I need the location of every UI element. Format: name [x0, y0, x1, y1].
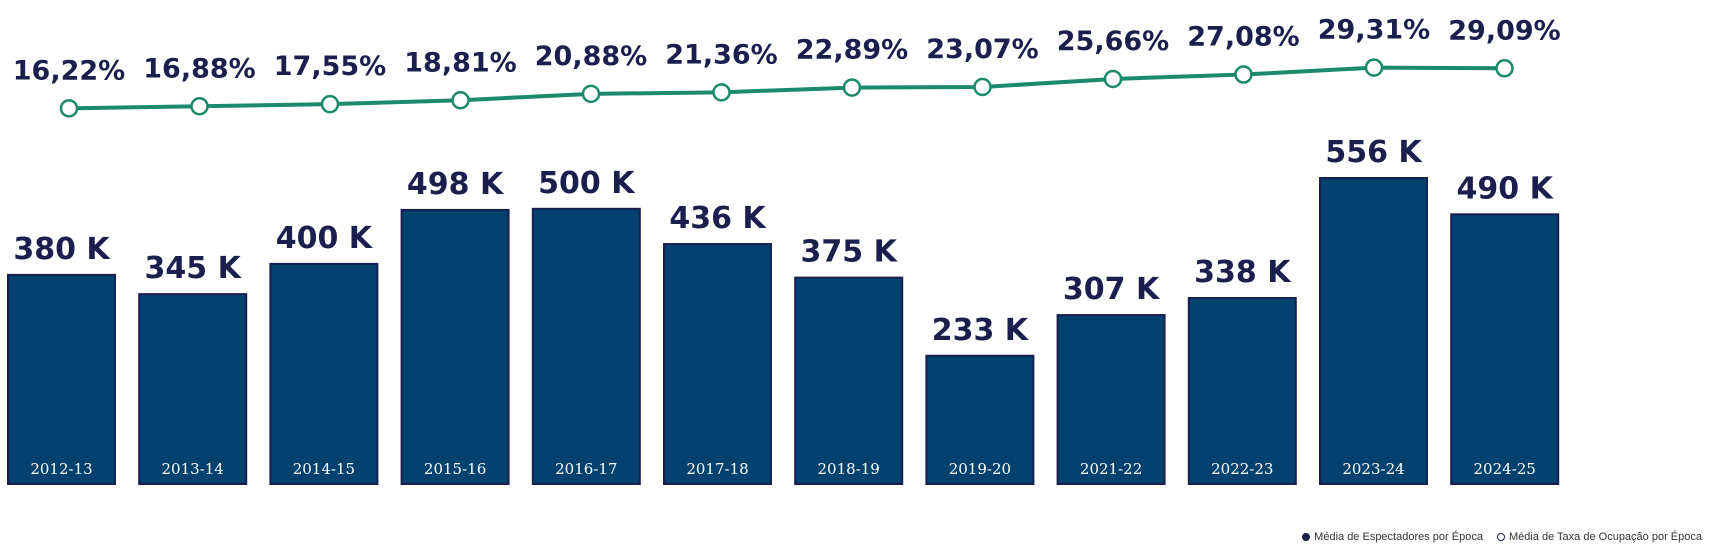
bar-2019-20 — [925, 354, 1035, 485]
occupancy-value-label: 29,31% — [1318, 15, 1430, 46]
bar-2018-19 — [794, 276, 904, 485]
bar-2016-17 — [531, 207, 641, 486]
legend-label-occupancy: Média de Taxa de Ocupação por Época — [1508, 531, 1702, 543]
bar-value-label: 307 K — [1063, 272, 1161, 307]
category-label: 2024-25 — [1474, 460, 1536, 478]
occupancy-value-label: 16,22% — [13, 55, 125, 86]
occupancy-point — [59, 99, 79, 118]
occupancy-value-label: 27,08% — [1187, 22, 1299, 53]
occupancy-point — [1364, 58, 1384, 77]
occupancy-point — [1103, 69, 1123, 89]
occupancy-value-label: 23,07% — [926, 34, 1038, 65]
occupancy-point — [973, 77, 992, 97]
category-label: 2014-15 — [293, 460, 355, 478]
occupancy-point — [1234, 65, 1253, 84]
bar-2024-25 — [1450, 213, 1560, 486]
legend-label-spectators: Média de Espectadores por Época — [1314, 531, 1483, 543]
bar-value-label: 338 K — [1194, 255, 1292, 290]
filled-dot-icon — [1302, 533, 1311, 541]
bar-value-label: 380 K — [13, 232, 111, 267]
occupancy-line — [68, 65, 1505, 111]
occupancy-point — [190, 97, 209, 116]
bar-value-label: 498 K — [407, 167, 505, 202]
bar-2015-16 — [400, 208, 510, 485]
occupancy-value-label: 16,88% — [143, 53, 255, 84]
occupancy-value-label: 25,66% — [1057, 26, 1169, 57]
bar-2014-15 — [269, 262, 379, 485]
bar-value-label: 490 K — [1457, 171, 1555, 206]
bar-value-label: 400 K — [276, 221, 374, 256]
occupancy-value-label: 20,88% — [535, 41, 647, 72]
category-label: 2015-16 — [424, 460, 486, 478]
bar-2022-23 — [1187, 296, 1297, 485]
occupancy-point — [1495, 59, 1514, 78]
bar-value-label: 556 K — [1325, 135, 1423, 170]
bar-value-label: 436 K — [669, 201, 767, 236]
category-label: 2017-18 — [686, 460, 748, 478]
category-label: 2016-17 — [555, 460, 617, 478]
category-label: 2023-24 — [1342, 460, 1404, 478]
bar-value-label: 500 K — [538, 166, 636, 201]
occupancy-value-label: 17,55% — [274, 51, 386, 82]
legend-item-occupancy: Média de Taxa de Ocupação por Época — [1496, 531, 1702, 543]
occupancy-value-label: 18,81% — [404, 47, 516, 78]
category-label: 2021-22 — [1080, 460, 1142, 478]
occupancy-value-label: 21,36% — [665, 39, 777, 70]
bar-2012-13 — [7, 273, 116, 485]
bar-2021-22 — [1056, 314, 1166, 486]
bar-value-label: 375 K — [801, 235, 899, 270]
bar-2017-18 — [663, 243, 772, 485]
hollow-dot-icon — [1496, 533, 1505, 541]
category-label: 2022-23 — [1211, 460, 1273, 478]
occupancy-point — [451, 91, 470, 110]
bar-2023-24 — [1319, 177, 1428, 485]
bar-value-label: 345 K — [145, 251, 243, 286]
category-label: 2013-14 — [162, 460, 224, 478]
legend: Média de Espectadores por Época Média de… — [1302, 531, 1702, 543]
occupancy-value-label: 29,09% — [1448, 15, 1560, 46]
bar-2013-14 — [138, 293, 248, 485]
bar-value-label: 233 K — [932, 313, 1030, 348]
occupancy-point — [581, 84, 601, 104]
category-label: 2018-19 — [818, 460, 880, 478]
occupancy-point — [320, 94, 340, 114]
occupancy-value-label: 22,89% — [796, 35, 908, 66]
category-label: 2012-13 — [30, 460, 92, 478]
occupancy-point — [712, 83, 731, 102]
category-label: 2019-20 — [949, 460, 1011, 478]
legend-item-spectators: Média de Espectadores por Época — [1302, 531, 1483, 543]
occupancy-point — [842, 78, 862, 97]
